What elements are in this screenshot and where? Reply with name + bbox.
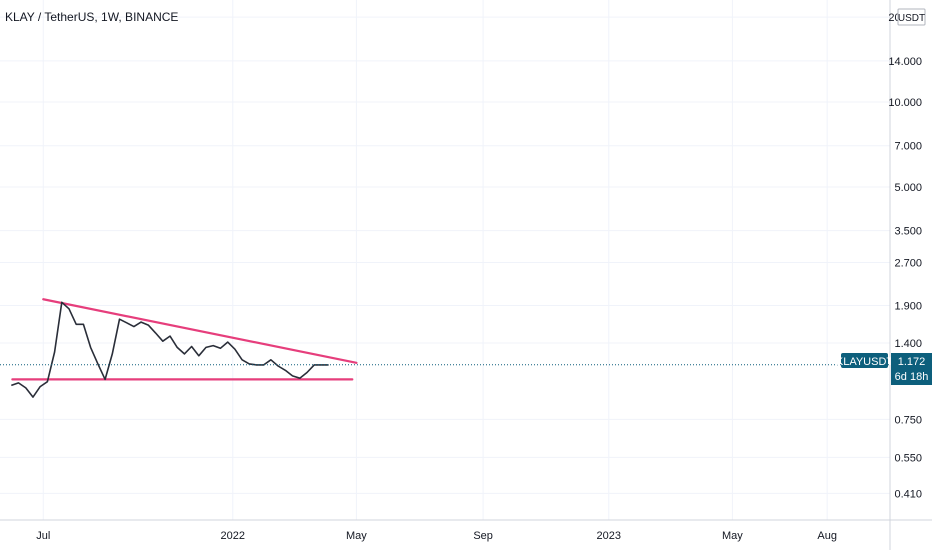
unit-label: USDT <box>898 13 925 24</box>
price-series <box>11 301 329 398</box>
price-line <box>11 301 329 398</box>
price-tag-countdown: 6d 18h <box>895 371 929 383</box>
grid <box>0 0 890 520</box>
unit-badge: USDT <box>897 8 926 26</box>
price-axis[interactable]: 20.00014.00010.0007.0005.0003.5002.7001.… <box>888 12 922 500</box>
trendline[interactable] <box>42 298 358 364</box>
price-tick-label: 3.500 <box>894 226 922 238</box>
price-tick-label: 0.750 <box>894 414 922 426</box>
price-tick-label: 7.000 <box>894 141 922 153</box>
price-tick-label: 0.410 <box>894 488 922 500</box>
price-tick-label: 14.000 <box>888 56 922 68</box>
price-tick-label: 5.000 <box>894 182 922 194</box>
time-tick-label: May <box>346 530 367 542</box>
time-tick-label: Aug <box>817 530 837 542</box>
price-tick-label: 0.550 <box>894 452 922 464</box>
price-tag-value: 1.172 <box>898 356 926 368</box>
price-tick-label: 10.000 <box>888 97 922 109</box>
time-tick-label: May <box>722 530 743 542</box>
trendline-drawings[interactable] <box>11 298 358 381</box>
symbol-tag-label: KLAYUSDT <box>836 356 894 368</box>
price-tick-label: 1.400 <box>894 338 922 350</box>
time-axis[interactable]: Jul 2022 May Sep 2023 May Aug <box>36 530 837 542</box>
time-tick-label: Jul <box>36 530 50 542</box>
time-tick-label: 2023 <box>597 530 621 542</box>
price-tag: 1.172 6d 18h <box>891 353 932 385</box>
time-tick-label: 2022 <box>221 530 245 542</box>
chart-title: KLAY / TetherUS, 1W, BINANCE <box>5 10 178 24</box>
price-tick-label: 1.900 <box>894 301 922 313</box>
symbol-tag: KLAYUSDT <box>836 353 894 368</box>
time-tick-label: Sep <box>473 530 493 542</box>
price-tick-label: 2.700 <box>894 257 922 269</box>
